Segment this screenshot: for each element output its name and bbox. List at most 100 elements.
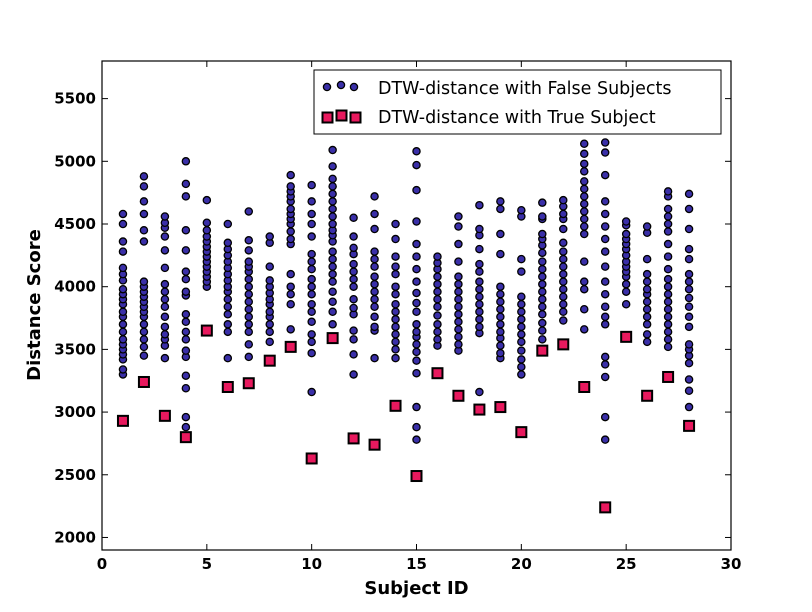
false-subject-point (391, 337, 400, 347)
false-subject-point (642, 222, 652, 231)
false-subject-point (475, 259, 484, 269)
false-subject-point (663, 335, 673, 344)
false-subject-point (475, 299, 484, 309)
false-subject-point (370, 254, 379, 264)
y-tick-label: 3000 (54, 403, 96, 421)
false-subject-point (412, 327, 421, 337)
false-subject-point (139, 209, 149, 219)
false-subject-point (223, 238, 233, 248)
false-subject-point (475, 267, 484, 276)
false-subject-point (244, 207, 254, 216)
false-subject-point (328, 287, 337, 296)
false-subject-point (433, 320, 442, 329)
false-subject-point (391, 262, 400, 271)
false-subject-point (579, 184, 589, 194)
true-subject-point (200, 324, 213, 337)
false-subject-point (538, 264, 547, 274)
false-subject-point (160, 263, 170, 273)
false-subject-point (538, 310, 547, 319)
false-subject-point (600, 320, 610, 329)
false-subject-point (307, 264, 316, 274)
false-subject-point (412, 307, 421, 317)
false-subject-point (160, 287, 170, 296)
false-subject-point (663, 305, 673, 314)
false-subject-point (118, 365, 128, 374)
false-subject-point (538, 212, 547, 221)
false-subject-point (684, 375, 694, 384)
false-subject-point (663, 342, 673, 352)
false-subject-point (517, 337, 526, 347)
false-subject-point (579, 177, 589, 186)
false-subject-point (579, 284, 589, 294)
false-subject-point (412, 277, 421, 286)
false-subject-point (139, 335, 149, 344)
false-subject-point (223, 320, 233, 329)
false-subject-point (244, 246, 254, 255)
false-subject-point (286, 299, 295, 309)
false-subject-point (244, 352, 254, 362)
false-subject-point (579, 214, 589, 224)
false-subject-point (328, 189, 337, 199)
false-subject-point (538, 279, 547, 289)
false-subject-point (496, 229, 505, 239)
false-subject-point (181, 371, 191, 380)
false-subject-point (475, 244, 484, 254)
false-subject-point (579, 192, 589, 201)
false-subject-point (600, 138, 610, 147)
false-subject-point (621, 279, 631, 289)
false-subject-point (538, 198, 547, 207)
legend-marker-false-subjects (322, 80, 359, 92)
false-subject-point (663, 252, 673, 261)
false-subject-point (517, 299, 526, 309)
false-subject-point (370, 294, 379, 304)
false-subject-point (600, 412, 610, 422)
false-subject-point (600, 289, 610, 299)
false-subject-point (600, 262, 610, 271)
false-subject-point (579, 257, 589, 266)
false-subject-point (559, 269, 568, 279)
false-subject-point (642, 269, 652, 279)
false-subject-point (139, 237, 149, 246)
false-subject-point (559, 299, 568, 309)
false-subject-point (139, 172, 149, 181)
true-subject-point (389, 399, 402, 412)
false-subject-point (496, 341, 505, 350)
false-subject-point (454, 222, 463, 231)
false-subject-point (579, 222, 589, 231)
false-subject-point (181, 246, 191, 255)
false-subject-point (286, 325, 295, 334)
false-subject-point (684, 322, 694, 332)
false-subject-point (370, 322, 379, 332)
false-subject-point (642, 320, 652, 329)
false-subject-point (454, 279, 463, 289)
false-subject-point (433, 311, 442, 320)
false-subject-point (328, 262, 337, 271)
false-subject-point (433, 272, 442, 281)
x-tick-label: 0 (97, 555, 107, 573)
false-subject-point (517, 362, 526, 372)
false-subject-point (621, 229, 631, 239)
legend-label-false-subjects: DTW-distance with False Subjects (378, 79, 672, 99)
true-subject-point (410, 470, 423, 483)
false-subject-point (307, 232, 316, 241)
false-subject-point (223, 302, 233, 312)
false-subject-point (642, 254, 652, 264)
false-subject-point (118, 219, 128, 229)
false-subject-point (538, 248, 547, 258)
true-subject-point (263, 354, 276, 367)
false-subject-point (160, 246, 170, 255)
false-subject-point (538, 302, 547, 312)
true-subject-point (599, 501, 612, 514)
true-subject-point (116, 414, 129, 427)
false-subject-point (496, 289, 505, 299)
false-subject-point (517, 315, 526, 324)
false-subject-point (265, 327, 274, 337)
false-subject-point (496, 305, 505, 314)
false-subject-point (412, 239, 421, 249)
false-subject-point (349, 259, 358, 269)
false-subject-point (600, 197, 610, 206)
false-subject-point (370, 353, 379, 363)
false-subject-point (349, 232, 358, 241)
false-subject-point (559, 224, 568, 234)
false-subject-point (684, 204, 694, 214)
